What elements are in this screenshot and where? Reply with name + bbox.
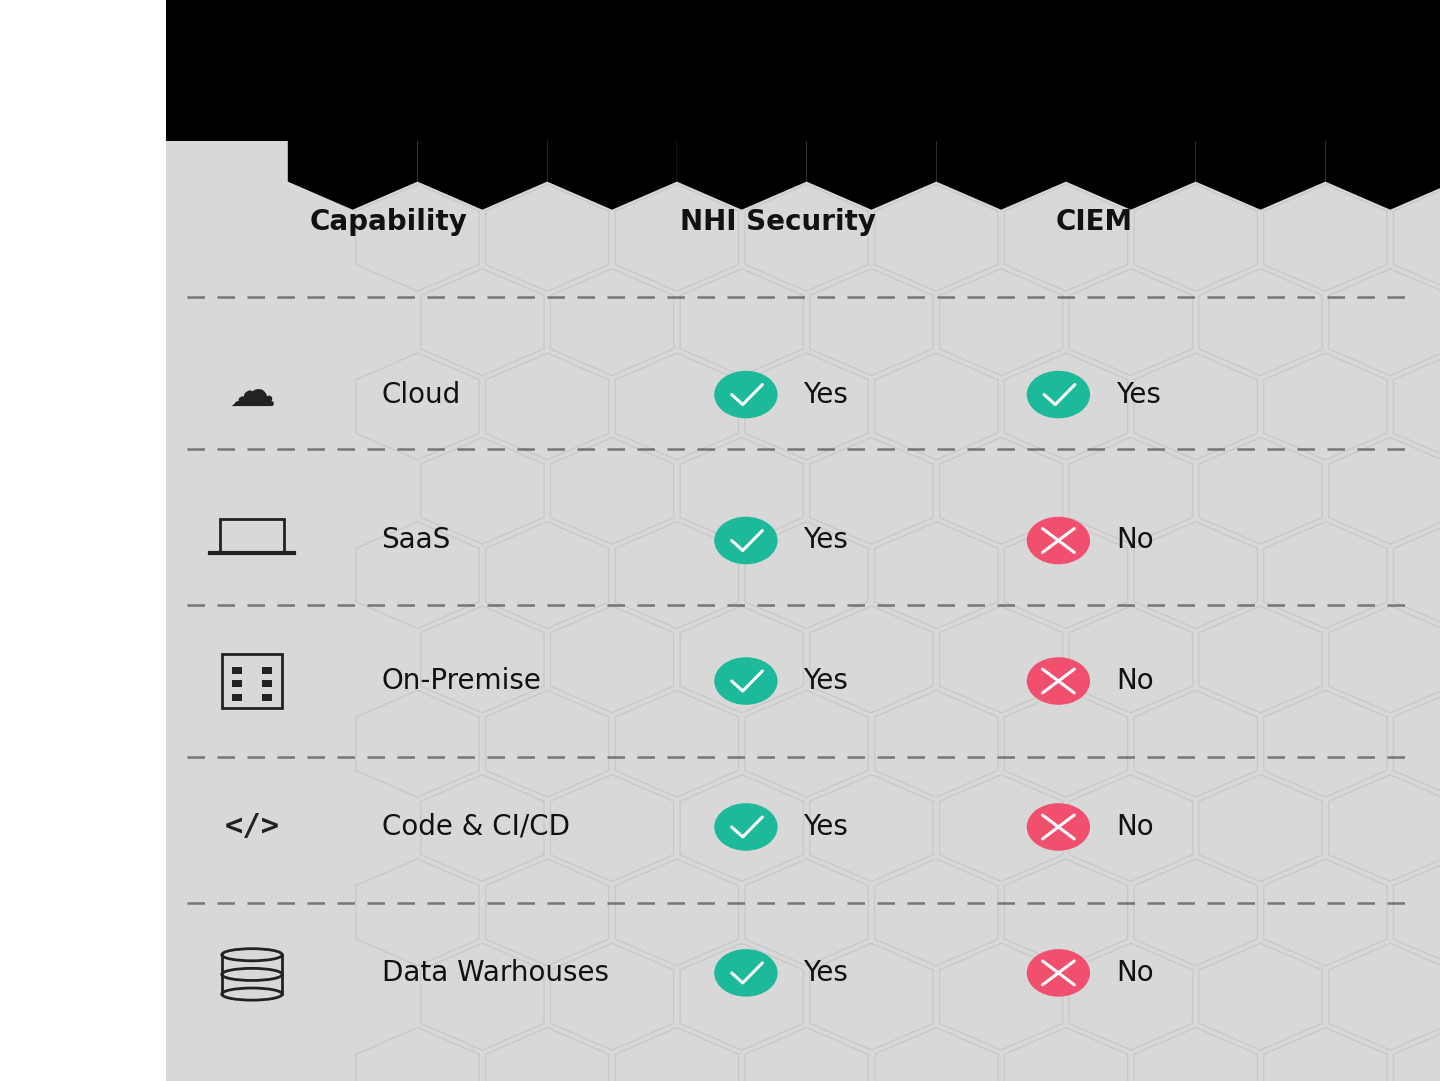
Text: Data Warhouses: Data Warhouses <box>382 959 609 987</box>
Polygon shape <box>1130 13 1260 125</box>
Text: No: No <box>1116 959 1153 987</box>
Text: Yes: Yes <box>804 381 848 409</box>
Text: No: No <box>1116 667 1153 695</box>
FancyBboxPatch shape <box>166 0 1440 141</box>
Circle shape <box>1027 517 1090 564</box>
Text: NHI Security: NHI Security <box>680 208 876 236</box>
Text: No: No <box>1116 526 1153 555</box>
Polygon shape <box>806 0 936 41</box>
Polygon shape <box>871 13 1001 125</box>
Text: Yes: Yes <box>804 813 848 841</box>
Polygon shape <box>418 97 547 210</box>
Polygon shape <box>936 97 1066 210</box>
Polygon shape <box>677 0 806 41</box>
Text: ☁: ☁ <box>229 372 275 417</box>
Text: SaaS: SaaS <box>382 526 451 555</box>
Text: CIEM: CIEM <box>1056 208 1133 236</box>
FancyBboxPatch shape <box>232 680 242 688</box>
Polygon shape <box>1325 97 1440 210</box>
Polygon shape <box>1390 13 1440 125</box>
Text: No: No <box>1116 813 1153 841</box>
Circle shape <box>714 949 778 997</box>
Polygon shape <box>1325 0 1440 41</box>
Polygon shape <box>806 97 936 210</box>
Polygon shape <box>223 13 353 125</box>
Polygon shape <box>677 97 806 210</box>
Polygon shape <box>482 13 612 125</box>
Circle shape <box>714 517 778 564</box>
Text: Capability: Capability <box>310 208 468 236</box>
Polygon shape <box>288 0 418 41</box>
Circle shape <box>1027 803 1090 851</box>
Polygon shape <box>1001 13 1130 125</box>
Text: Code & CI/CD: Code & CI/CD <box>382 813 570 841</box>
Circle shape <box>714 803 778 851</box>
Polygon shape <box>418 0 547 41</box>
Polygon shape <box>936 0 1066 41</box>
Polygon shape <box>547 0 677 41</box>
Text: Cloud: Cloud <box>382 381 461 409</box>
Circle shape <box>1027 949 1090 997</box>
Text: Yes: Yes <box>804 667 848 695</box>
Polygon shape <box>612 13 742 125</box>
Circle shape <box>714 657 778 705</box>
Text: On-Premise: On-Premise <box>382 667 541 695</box>
Circle shape <box>714 371 778 418</box>
Circle shape <box>1027 371 1090 418</box>
Circle shape <box>1027 657 1090 705</box>
Polygon shape <box>1195 0 1325 41</box>
Polygon shape <box>1066 0 1195 41</box>
FancyBboxPatch shape <box>166 0 1440 1081</box>
FancyBboxPatch shape <box>262 680 272 688</box>
Polygon shape <box>1066 97 1195 210</box>
FancyBboxPatch shape <box>232 694 242 700</box>
Polygon shape <box>742 13 871 125</box>
Text: Yes: Yes <box>804 959 848 987</box>
Polygon shape <box>1195 97 1325 210</box>
FancyBboxPatch shape <box>232 667 242 673</box>
Polygon shape <box>288 97 418 210</box>
FancyBboxPatch shape <box>0 0 166 1081</box>
Text: </>: </> <box>225 813 279 841</box>
Text: Yes: Yes <box>1116 381 1161 409</box>
Polygon shape <box>547 97 677 210</box>
Polygon shape <box>353 13 482 125</box>
FancyBboxPatch shape <box>262 667 272 673</box>
Text: Yes: Yes <box>804 526 848 555</box>
FancyBboxPatch shape <box>262 694 272 700</box>
Polygon shape <box>1260 13 1390 125</box>
